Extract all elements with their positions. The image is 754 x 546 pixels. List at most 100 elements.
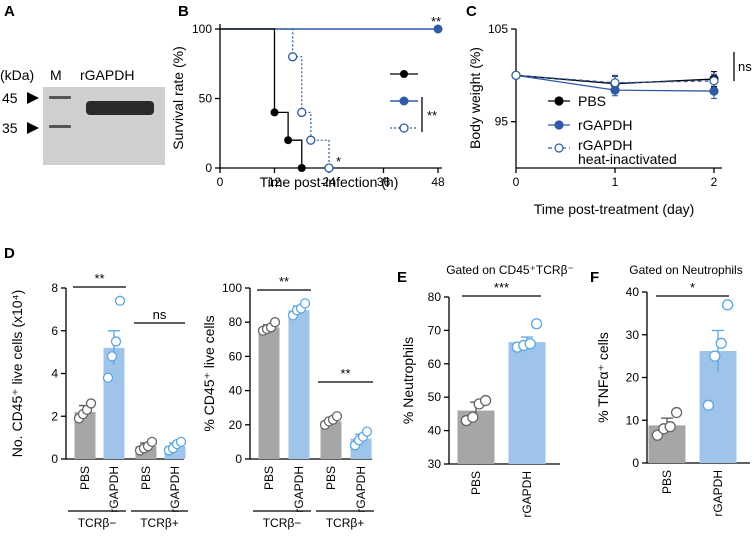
- e-data-point: [524, 338, 536, 350]
- f-sig-label: *: [690, 280, 695, 295]
- d2-data-point: [269, 317, 281, 328]
- f-data-point: [670, 406, 683, 419]
- d1-category-label: PBS: [139, 466, 153, 490]
- gel-lane-sample-label: rGAPDH: [80, 67, 134, 83]
- b-x-tick-label: 24: [322, 175, 336, 189]
- d2-category-label: rGAPDH: [292, 466, 306, 513]
- d2-data-point: [331, 411, 343, 422]
- gel-rgapdh-band: [86, 101, 154, 115]
- d1-data-point: [110, 336, 122, 347]
- c-sig-label: ns: [738, 59, 752, 74]
- gel-marker-band-35: [49, 125, 71, 128]
- d2-y-tick-label: 80: [229, 315, 243, 329]
- b-x-axis-label: Time post-infection (h): [260, 174, 399, 190]
- d1-category-label: PBS: [78, 466, 92, 490]
- c-legend-heat-marker: [554, 143, 564, 153]
- b-y-axis-label: Survival rate (%): [170, 46, 186, 149]
- panel-label-f: F: [590, 269, 599, 286]
- e-category-label: rGAPDH: [520, 471, 534, 518]
- f-data-point: [721, 299, 734, 311]
- c-x-axis-label: Time post-treatment (day): [534, 201, 695, 217]
- b-sig-end-label: *: [336, 154, 341, 169]
- panel-d-count-chart: 0 2 4 6 8 No. CD45⁺ live cells (x10⁴) PBS rGAPD…: [9, 271, 188, 530]
- d1-category-label: rGAPDH: [107, 466, 121, 513]
- panel-b-survival-chart: 0 50 100 0 12 24 36 48 Time post-infection (h) Su…: [170, 14, 445, 190]
- b-x-tick-label: 36: [377, 175, 391, 189]
- d1-y-tick-label: 4: [51, 367, 58, 381]
- e-category-label: PBS: [469, 471, 483, 495]
- e-bar: [508, 342, 546, 464]
- b-pbs-point: [297, 164, 306, 172]
- panel-label-e: E: [397, 269, 407, 286]
- c-legend-pbs-label: PBS: [578, 93, 606, 109]
- d1-data-point: [114, 295, 126, 306]
- f-y-axis-label: % TNFα⁺ cells: [595, 332, 611, 423]
- e-y-tick-label: 50: [428, 390, 442, 404]
- c-x-tick-label: 1: [612, 175, 619, 189]
- e-y-tick-label: 70: [428, 323, 442, 337]
- f-data-point: [664, 421, 676, 433]
- d2-y-axis-label: % CD45⁺ live cells: [201, 315, 217, 431]
- gel-kda-label: (kDa): [0, 67, 34, 83]
- f-y-tick-label: 40: [626, 285, 640, 299]
- d2-y-tick-label: 0: [235, 452, 242, 466]
- panel-label-b: B: [178, 3, 189, 20]
- d2-y-tick-label: 20: [229, 418, 243, 432]
- b-x-tick-label: 12: [268, 175, 282, 189]
- d1-data-point: [102, 372, 114, 383]
- b-heat-point: [297, 107, 307, 118]
- c-rgapdh-point: [709, 86, 719, 96]
- f-data-point: [702, 399, 715, 411]
- f-category-label: PBS: [660, 470, 674, 494]
- f-y-tick-label: 10: [626, 413, 640, 427]
- c-legend-rgapdh-marker: [554, 120, 564, 130]
- e-y-axis-label: % Neutrophils: [400, 337, 416, 424]
- d2-group-label: TCRβ+: [326, 516, 365, 530]
- f-category-label: rGAPDH: [711, 470, 725, 517]
- d2-bar: [320, 421, 342, 459]
- b-y-tick-label: 50: [199, 92, 213, 106]
- d1-sig-label: ns: [153, 307, 167, 322]
- b-pbs-point: [284, 136, 293, 145]
- f-title: Gated on Neutrophils: [629, 263, 742, 277]
- c-y-tick-label: 95: [495, 115, 509, 129]
- panel-e-neutrophils-chart: 30 40 50 60 70 80 % Neutrophils Gated on CD45⁺T…: [400, 263, 574, 518]
- b-heat-point: [288, 52, 298, 62]
- d2-category-label: rGAPDH: [354, 466, 368, 513]
- b-y-tick-label: 0: [205, 161, 212, 175]
- d2-category-label: PBS: [324, 466, 338, 490]
- e-y-tick-label: 40: [428, 424, 442, 438]
- d1-data-point: [175, 436, 187, 448]
- b-legend-rgapdh-marker: [399, 96, 409, 106]
- e-data-point: [479, 394, 492, 407]
- gel-arrow-45-icon: [27, 92, 39, 104]
- d1-y-tick-label: 6: [51, 324, 58, 338]
- b-legend-heat-marker: [399, 123, 409, 133]
- c-legend-pbs-marker: [554, 96, 564, 106]
- b-pbs-point: [270, 108, 279, 117]
- b-heat-point: [324, 163, 334, 173]
- d1-data-point: [106, 351, 118, 362]
- d1-sig-label: **: [94, 271, 104, 286]
- b-series-pbs-line: [220, 28, 303, 168]
- b-x-tick-label: 48: [431, 175, 445, 189]
- f-data-point: [715, 337, 727, 349]
- gel-marker-band-45: [49, 96, 71, 99]
- d2-y-tick-label: 40: [229, 384, 243, 398]
- c-x-tick-label: 2: [711, 175, 718, 189]
- panel-c-bodyweight-chart: 95 105 0 1 2 Time post-treatment (day) Body we…: [467, 22, 752, 217]
- d2-bar: [258, 327, 280, 459]
- c-heat-point: [511, 70, 521, 80]
- c-y-axis-label: Body weight (%): [467, 47, 483, 149]
- f-y-tick-label: 30: [626, 328, 640, 342]
- d2-data-point: [299, 298, 311, 309]
- b-y-tick-label: 100: [192, 22, 212, 36]
- panel-d-percent-chart: 0 20 40 60 80 100 % CD45⁺ live cells PBS rGAPDH P…: [201, 274, 374, 530]
- panel-label-a: A: [4, 3, 15, 20]
- d1-y-axis-label: No. CD45⁺ live cells (x10⁴): [9, 290, 25, 457]
- c-legend-rgapdh-label: rGAPDH: [578, 117, 632, 133]
- d2-category-label: PBS: [262, 466, 276, 490]
- b-rgapdh-point: [433, 24, 443, 34]
- b-x-tick-label: 0: [217, 175, 224, 189]
